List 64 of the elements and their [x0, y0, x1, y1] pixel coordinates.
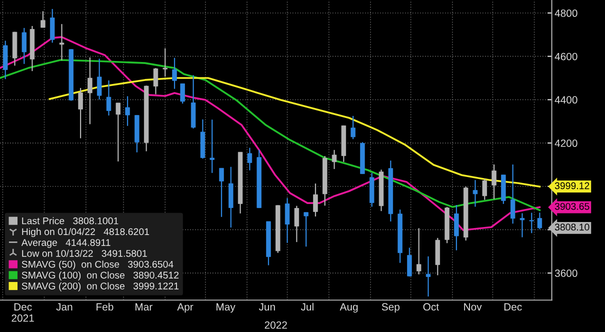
candlestick — [96, 58, 102, 100]
candlestick — [59, 24, 64, 61]
candlestick — [40, 10, 46, 28]
x-tick-label: Mar — [136, 303, 152, 311]
candlestick — [180, 83, 185, 104]
candlestick — [537, 212, 542, 230]
legend-label: SMAVG (100) on Close 3890.4512 — [22, 271, 179, 281]
candlestick — [172, 57, 177, 90]
y-tick-label: 3600 — [554, 270, 578, 277]
candlestick — [529, 212, 534, 234]
candlestick — [426, 256, 431, 298]
y-tick-label: 4600 — [554, 52, 578, 60]
x-tick-label: Nov — [464, 303, 482, 311]
x-tick-label: Jan — [56, 303, 72, 311]
line-series — [0, 59, 541, 212]
candlestick — [247, 147, 252, 171]
x-tick-label: Dec — [504, 303, 522, 311]
candlestick — [407, 247, 412, 278]
x-tick-label: Apr — [177, 303, 194, 313]
legend-label: SMAVG (50) on Close 3903.6504 — [22, 260, 174, 270]
annotation: 3903.65 — [554, 202, 590, 210]
candlestick — [153, 67, 158, 95]
legend-label: Last Price 3808.1001 — [22, 217, 118, 224]
y-tick-label: 4200 — [554, 140, 578, 147]
candlestick — [350, 115, 356, 140]
candlestick — [162, 48, 168, 78]
candlestick — [50, 8, 55, 44]
x-tick-label: Sep — [382, 303, 400, 313]
y-tick-label: 4800 — [554, 10, 578, 17]
x-tick-label: Jun — [258, 303, 275, 311]
candlestick — [88, 56, 92, 125]
candlestick — [106, 80, 112, 116]
annotation: 3999.12 — [554, 182, 590, 190]
candlestick — [304, 212, 308, 248]
candlestick — [284, 198, 290, 244]
candlestick — [78, 87, 83, 139]
annotation: Average 4144.8911 — [21, 239, 110, 248]
legend-label: SMAVG (200) on Close 3999.1221 — [22, 282, 179, 292]
candlestick — [454, 204, 459, 251]
annotation: 3808.10 — [554, 224, 590, 231]
candlestick — [294, 205, 300, 243]
annotation: Low on 10/13/22 3491.5801 — [22, 250, 147, 257]
candlestick — [332, 149, 337, 170]
x-tick-label: Aug — [340, 303, 358, 313]
candlestick — [492, 164, 496, 200]
candlestick — [472, 180, 478, 208]
candlestick — [116, 102, 120, 162]
candlestick — [313, 182, 318, 218]
x-tick-label: May — [216, 303, 236, 313]
x-tick-label: Oct — [423, 303, 439, 311]
candlestick — [125, 96, 130, 126]
candlestick — [22, 27, 27, 64]
x-tick-label: Dec 2021 — [12, 303, 34, 322]
x-tick-label: Feb — [96, 302, 114, 311]
candlestick — [416, 228, 422, 275]
candlestick — [210, 119, 214, 174]
x-tick-label: Jul — [300, 302, 314, 311]
candlestick — [510, 164, 516, 224]
annotation: High on 01/04/22 4818.6201 — [22, 228, 150, 238]
x-axis-title: 2022 — [264, 321, 287, 329]
candlestick — [482, 178, 487, 200]
candlestick — [219, 168, 224, 218]
candlestick — [520, 212, 525, 238]
y-tick-label: 4400 — [554, 96, 578, 104]
